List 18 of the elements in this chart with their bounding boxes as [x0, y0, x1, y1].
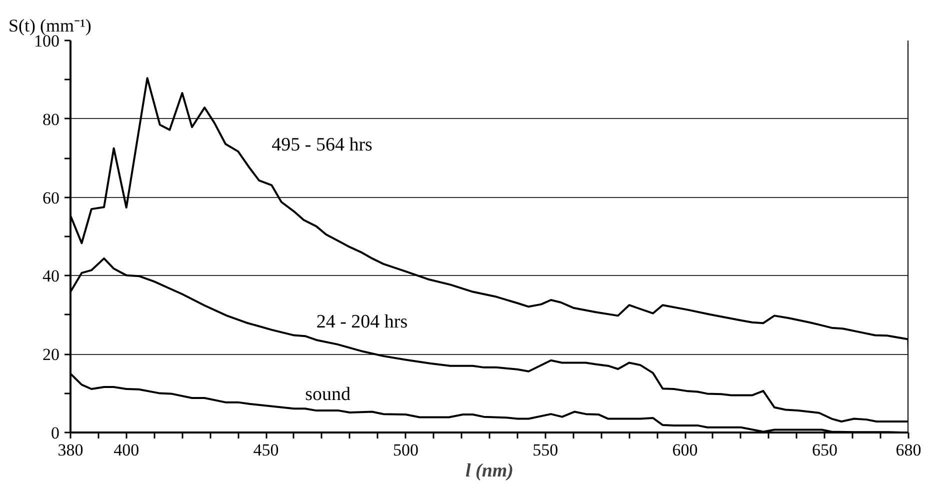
x-tick-label: 380: [58, 440, 84, 460]
y-axis-title: S(t) (mm⁻¹): [8, 16, 92, 36]
x-tick-label: 650: [812, 440, 838, 460]
series-label: sound: [305, 384, 352, 406]
y-tick-label: 0: [51, 424, 60, 442]
y-tick-label: 40: [42, 266, 60, 286]
y-tick-label: 20: [42, 345, 60, 364]
x-tick-label: 500: [392, 440, 418, 460]
x-axis-title: l (nm): [465, 460, 514, 482]
x-tick-label: 450: [253, 440, 279, 460]
x-tick-label: 550: [532, 440, 558, 460]
x-tick-label: 400: [114, 440, 140, 460]
series-label: 24 - 204 hrs: [316, 311, 408, 332]
y-tick-label: 80: [42, 110, 60, 129]
y-tick-label: 60: [42, 188, 60, 208]
x-tick-label: 680: [896, 440, 922, 460]
series-label: 495 - 564 hrs: [272, 134, 372, 156]
x-tick-label: 600: [672, 440, 698, 460]
